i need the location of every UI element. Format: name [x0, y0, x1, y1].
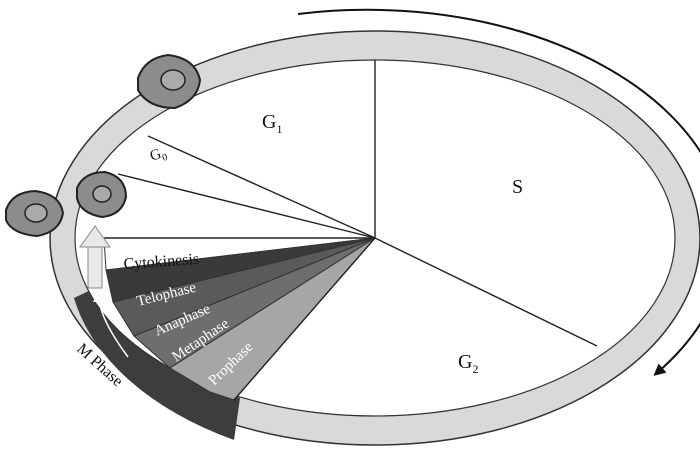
g0-label: G0	[148, 144, 169, 167]
cycle-arrow-icon	[297, 8, 700, 376]
cytokinesis-label: Cytokinesis	[123, 251, 200, 273]
s-g2-divider	[374, 237, 598, 347]
g2-label: G2	[458, 351, 478, 376]
g0-top-line	[147, 135, 376, 239]
cell-icon	[137, 53, 202, 110]
cell-icon	[5, 189, 65, 238]
g0-bottom-line	[117, 173, 376, 239]
division-arrowhead	[93, 292, 103, 302]
s-label: S	[512, 176, 523, 198]
up-arrow-shaft	[87, 243, 103, 289]
g2-m-divider	[233, 237, 376, 401]
g1-label: G1	[262, 111, 282, 136]
division-arrow-icon	[98, 299, 129, 358]
up-arrow-icon	[79, 225, 111, 248]
cell-icon	[76, 170, 128, 219]
